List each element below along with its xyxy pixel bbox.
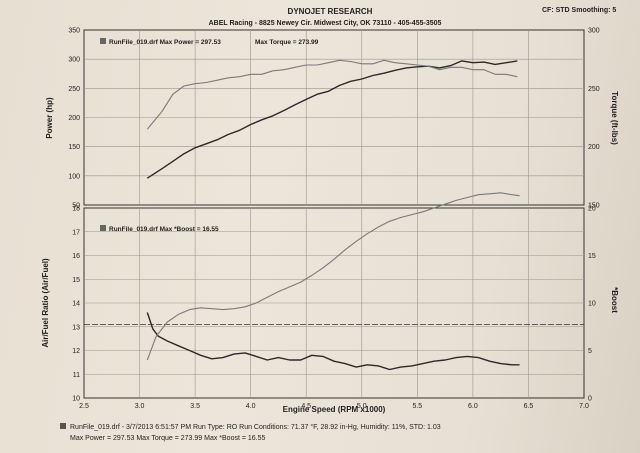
legend-swatch-top [100, 38, 106, 44]
series-line-power [146, 60, 518, 179]
y-tick-label: 150 [68, 144, 80, 151]
y2-tick-label: 5 [588, 348, 592, 355]
company-title: DYNOJET RESEARCH [288, 7, 373, 16]
x-tick-label: 6.5 [524, 403, 534, 410]
y-tick-label: 200 [68, 115, 80, 122]
x-tick-label: 7.0 [579, 403, 589, 410]
y-tick-label: 100 [68, 173, 80, 180]
y-tick-label: 10 [72, 396, 80, 403]
legend-swatch-bottom [100, 225, 106, 231]
afr-axis-label: Air/Fuel Ratio (Air/Fuel) [41, 258, 50, 348]
y-tick-label: 15 [72, 277, 80, 284]
company-address: ABEL Racing - 8825 Newey Cir. Midwest Ci… [209, 20, 442, 27]
series-line-air-fuel [146, 312, 520, 371]
y-tick-label: 250 [68, 86, 80, 93]
top-legend-label: RunFile_019.drf Max Power = 297.53 [109, 39, 221, 46]
y-tick-label: 350 [68, 28, 80, 35]
top-y-tick-labels: 50 100 150 200 250 300 350 [68, 28, 80, 210]
y-tick-label: 50 [72, 203, 80, 210]
x-tick-label: 2.5 [79, 403, 89, 410]
y2-tick-label: 15 [588, 253, 596, 260]
series-line-boost [146, 192, 520, 361]
x-tick-label: 4.0 [246, 403, 256, 410]
bottom-y2-tick-labels: 0 5 10 15 20 [588, 206, 596, 403]
afr-boost-panel: 10 11 12 13 14 15 16 17 18 0 5 10 15 20 2.5 3.0 3.5 4.0… [41, 192, 619, 414]
bottom-legend-label: RunFile_019.drf Max *Boost = 16.55 [109, 226, 219, 233]
y-tick-label: 13 [72, 324, 80, 331]
y2-tick-label: 0 [588, 396, 592, 403]
footer-swatch [60, 423, 66, 429]
x-tick-label: 4.5 [301, 403, 311, 410]
top-series-lines [146, 59, 518, 179]
y-tick-label: 12 [72, 348, 80, 355]
footer-max-values: Max Power = 297.53 Max Torque = 273.99 M… [70, 435, 266, 442]
y2-tick-label: 300 [588, 28, 600, 35]
top-grid [84, 30, 584, 205]
y-tick-label: 14 [72, 301, 80, 308]
y-tick-label: 300 [68, 57, 80, 64]
x-tick-label: 3.0 [135, 403, 145, 410]
torque-axis-label: Torque (ft-lbs) [610, 91, 619, 145]
y-tick-label: 16 [72, 253, 80, 260]
power-axis-label: Power (hp) [45, 97, 54, 139]
y2-tick-label: 200 [588, 144, 600, 151]
settings-label: CF: STD Smoothing: 5 [542, 7, 616, 14]
x-axis-label: Engine Speed (RPM x1000) [283, 405, 386, 414]
y2-tick-label: 150 [588, 203, 600, 210]
y2-tick-label: 10 [588, 301, 596, 308]
boost-axis-label: *Boost [610, 287, 619, 313]
footer-run-info: RunFile_019.drf - 3/7/2013 6:51:57 PM Ru… [70, 423, 441, 431]
top-legend-label2: Max Torque = 273.99 [255, 39, 319, 46]
y-tick-label: 18 [72, 206, 80, 213]
x-tick-labels: 2.5 3.0 3.5 4.0 4.5 5.0 5.5 6.0 6.5 7.0 [79, 403, 589, 410]
power-torque-panel: 50 100 150 200 250 300 350 150 200 250 300 RunFil… [45, 28, 619, 210]
bottom-y-tick-labels: 10 11 12 13 14 15 16 17 18 [72, 206, 80, 403]
series-line-torque [146, 59, 518, 130]
y-tick-label: 11 [73, 372, 80, 379]
y-tick-label: 17 [72, 229, 80, 236]
bottom-grid [84, 208, 584, 398]
x-tick-label: 6.0 [468, 403, 478, 410]
bottom-series-lines [146, 192, 520, 371]
top-y2-tick-labels: 150 200 250 300 [588, 28, 600, 210]
x-tick-label: 3.5 [190, 403, 200, 410]
x-tick-label: 5.0 [357, 403, 367, 410]
y2-tick-label: 250 [588, 86, 600, 93]
y2-tick-label: 20 [588, 206, 596, 213]
x-tick-label: 5.5 [412, 403, 422, 410]
